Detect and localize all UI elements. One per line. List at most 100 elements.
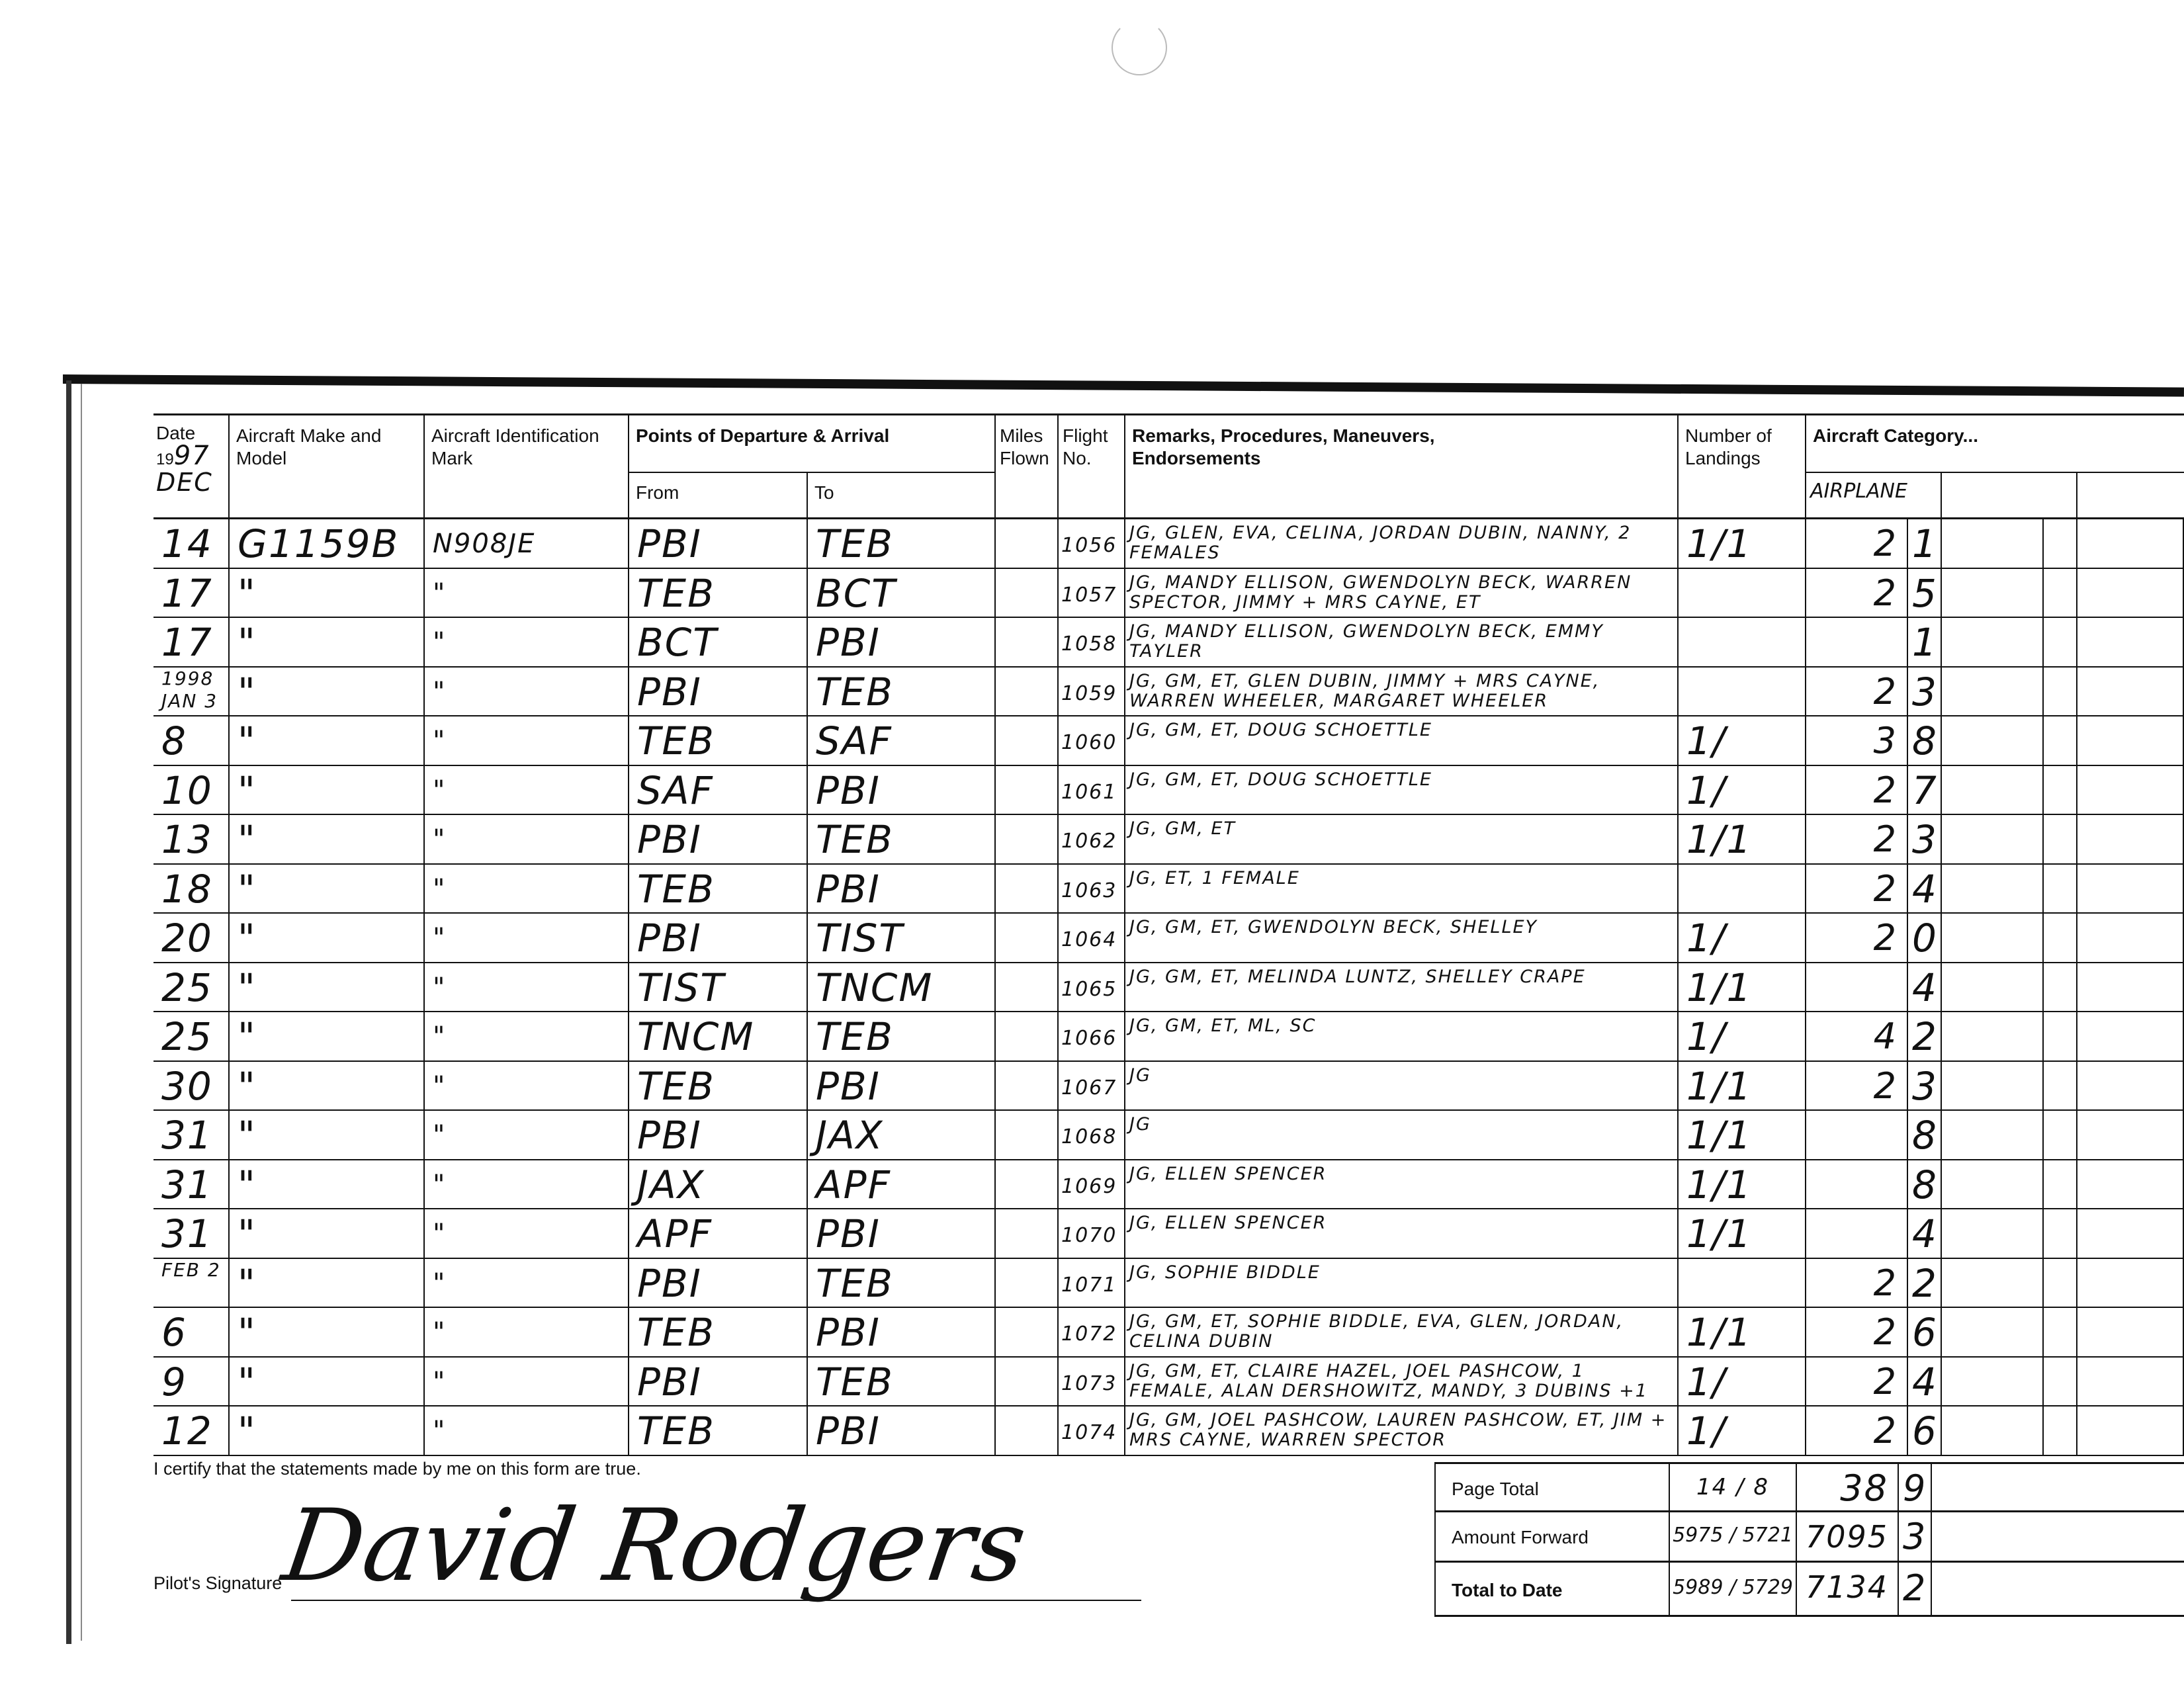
category2-cell (1942, 914, 2044, 962)
flight-no-cell: 1068 (1059, 1111, 1125, 1159)
amount-forward-hours: 7095 (1797, 1512, 1899, 1561)
tenths-cell: 4 (1908, 1357, 1942, 1405)
hours-cell: 2 (1806, 914, 1908, 962)
make-model-cell: G1159B (230, 519, 425, 568)
miles-cell (996, 1357, 1059, 1405)
category2-tenths-cell (2044, 963, 2077, 1011)
tenths-cell: 2 (1908, 1012, 1942, 1060)
date-cell: 12 (153, 1406, 230, 1455)
date-cell: 31 (153, 1111, 230, 1159)
amount-forward-label: Amount Forward (1436, 1512, 1670, 1561)
category-subheader-2 (1942, 472, 2077, 517)
make-model-cell: " (230, 716, 425, 765)
remarks-cell: JG, GM, ET, DOUG SCHOETTLE (1125, 765, 1679, 814)
category2-tenths-cell (2044, 1357, 2077, 1405)
category2-cell (1942, 1357, 2044, 1405)
category3-cell (2077, 1308, 2184, 1356)
tenths-cell: 8 (1908, 1111, 1942, 1159)
tenths-cell: 3 (1908, 667, 1942, 715)
from-cell: BCT (629, 618, 808, 666)
tenths-cell: 6 (1908, 1406, 1942, 1455)
tenths-cell: 1 (1908, 519, 1942, 568)
date-cell: 6 (153, 1308, 230, 1356)
miles-cell (996, 519, 1059, 568)
from-cell: PBI (629, 1357, 808, 1405)
date-cell: 8 (153, 716, 230, 765)
tenths-cell: 6 (1908, 1308, 1942, 1356)
miles-cell (996, 1406, 1059, 1455)
from-cell: TEB (629, 568, 808, 617)
date-cell: 17 (153, 618, 230, 666)
from-cell: PBI (629, 667, 808, 715)
category2-tenths-cell (2044, 1111, 2077, 1159)
airplane-label: AIRPLANE (1810, 480, 1907, 503)
table-row: 25 " " TNCM TEB 1066 JG, GM, ET, ML, SC 1/4 2 (153, 1012, 2184, 1062)
category2-cell (1942, 716, 2044, 765)
hours-cell: 2 (1806, 815, 1908, 863)
category3-cell (2077, 1357, 2184, 1405)
category3-cell (2077, 1258, 2184, 1307)
amount-forward-landings: 5975 / 5721 (1670, 1512, 1797, 1561)
ident-mark-cell: " (425, 864, 629, 912)
date-label: Date (156, 423, 196, 443)
category2-tenths-cell (2044, 1258, 2077, 1307)
table-row: 31 " " JAX APF 1069 JG, ELLEN SPENCER 1/1 8 (153, 1160, 2184, 1209)
category3-cell (2077, 519, 2184, 568)
remarks-cell: JG, GM, ET, CLAIRE HAZEL, JOEL PASHCOW, … (1125, 1357, 1679, 1405)
category2-cell (1942, 765, 2044, 814)
ident-mark-cell: " (425, 914, 629, 962)
date-cell: 13 (153, 815, 230, 863)
to-cell: TEB (808, 815, 996, 863)
category2-tenths-cell (2044, 864, 2077, 912)
category2-tenths-cell (2044, 568, 2077, 617)
category2-tenths-cell (2044, 519, 2077, 568)
miles-cell (996, 864, 1059, 912)
date-cell: 31 (153, 1209, 230, 1258)
category3-cell (2077, 568, 2184, 617)
total-to-date-row: Total to Date 5989 / 5729 7134 2 (1434, 1563, 2184, 1617)
miles-cell (996, 1209, 1059, 1258)
hours-cell: 2 (1806, 765, 1908, 814)
from-cell: JAX (629, 1160, 808, 1208)
logbook-table: Date 1997 DEC Aircraft Make and Model Ai… (153, 413, 2184, 1456)
from-cell: PBI (629, 815, 808, 863)
make-model-cell: " (230, 1061, 425, 1109)
table-header: Date 1997 DEC Aircraft Make and Model Ai… (153, 413, 2184, 519)
remarks-cell: JG, GM, ET, SOPHIE BIDDLE, EVA, GLEN, JO… (1125, 1308, 1679, 1356)
landings-cell: 1/ (1679, 716, 1806, 765)
make-model-cell: " (230, 1012, 425, 1060)
page-total-landings: 14 / 8 (1670, 1464, 1797, 1510)
to-cell: PBI (808, 1209, 996, 1258)
flight-no-cell: 1056 (1059, 519, 1125, 568)
category-label: Aircraft Category... (1813, 425, 1978, 446)
hours-cell (1806, 1160, 1908, 1208)
landings-cell: 1/1 (1679, 963, 1806, 1011)
hours-cell: 3 (1806, 716, 1908, 765)
category3-cell (2077, 963, 2184, 1011)
table-row: 13 " " PBI TEB 1062 JG, GM, ET 1/1 2 3 (153, 815, 2184, 865)
from-cell: TIST (629, 963, 808, 1011)
total-tenths: 2 (1899, 1563, 1932, 1615)
remarks-cell: JG, ET, 1 FEMALE (1125, 864, 1679, 912)
remarks-cell: JG, MANDY ELLISON, GWENDOLYN BECK, WARRE… (1125, 568, 1679, 617)
to-cell: TNCM (808, 963, 996, 1011)
table-row: 25 " " TIST TNCM 1065 JG, GM, ET, MELINDA LUNT… (153, 963, 2184, 1012)
flight-no-cell: 1069 (1059, 1160, 1125, 1208)
to-cell: TEB (808, 667, 996, 715)
tenths-cell: 4 (1908, 864, 1942, 912)
page-top-border (62, 374, 2184, 397)
table-row: 31 " " PBI JAX 1068 JG 1/1 8 (153, 1111, 2184, 1160)
tenths-cell: 7 (1908, 765, 1942, 814)
month-label: DEC (156, 468, 213, 497)
to-cell: TEB (808, 1258, 996, 1307)
date-cell: 31 (153, 1160, 230, 1208)
page-total-hours: 38 (1797, 1464, 1899, 1510)
remarks-header: Remarks, Procedures, Maneuvers, Endorsem… (1125, 415, 1679, 517)
from-cell: TEB (629, 864, 808, 912)
landings-cell (1679, 568, 1806, 617)
category2-tenths-cell (2044, 815, 2077, 863)
tenths-cell: 3 (1908, 815, 1942, 863)
table-row: 17 " " BCT PBI 1058 JG, MANDY ELLISON, GWENDOL… (153, 618, 2184, 668)
hours-cell (1806, 1111, 1908, 1159)
category2-tenths-cell (2044, 1160, 2077, 1208)
